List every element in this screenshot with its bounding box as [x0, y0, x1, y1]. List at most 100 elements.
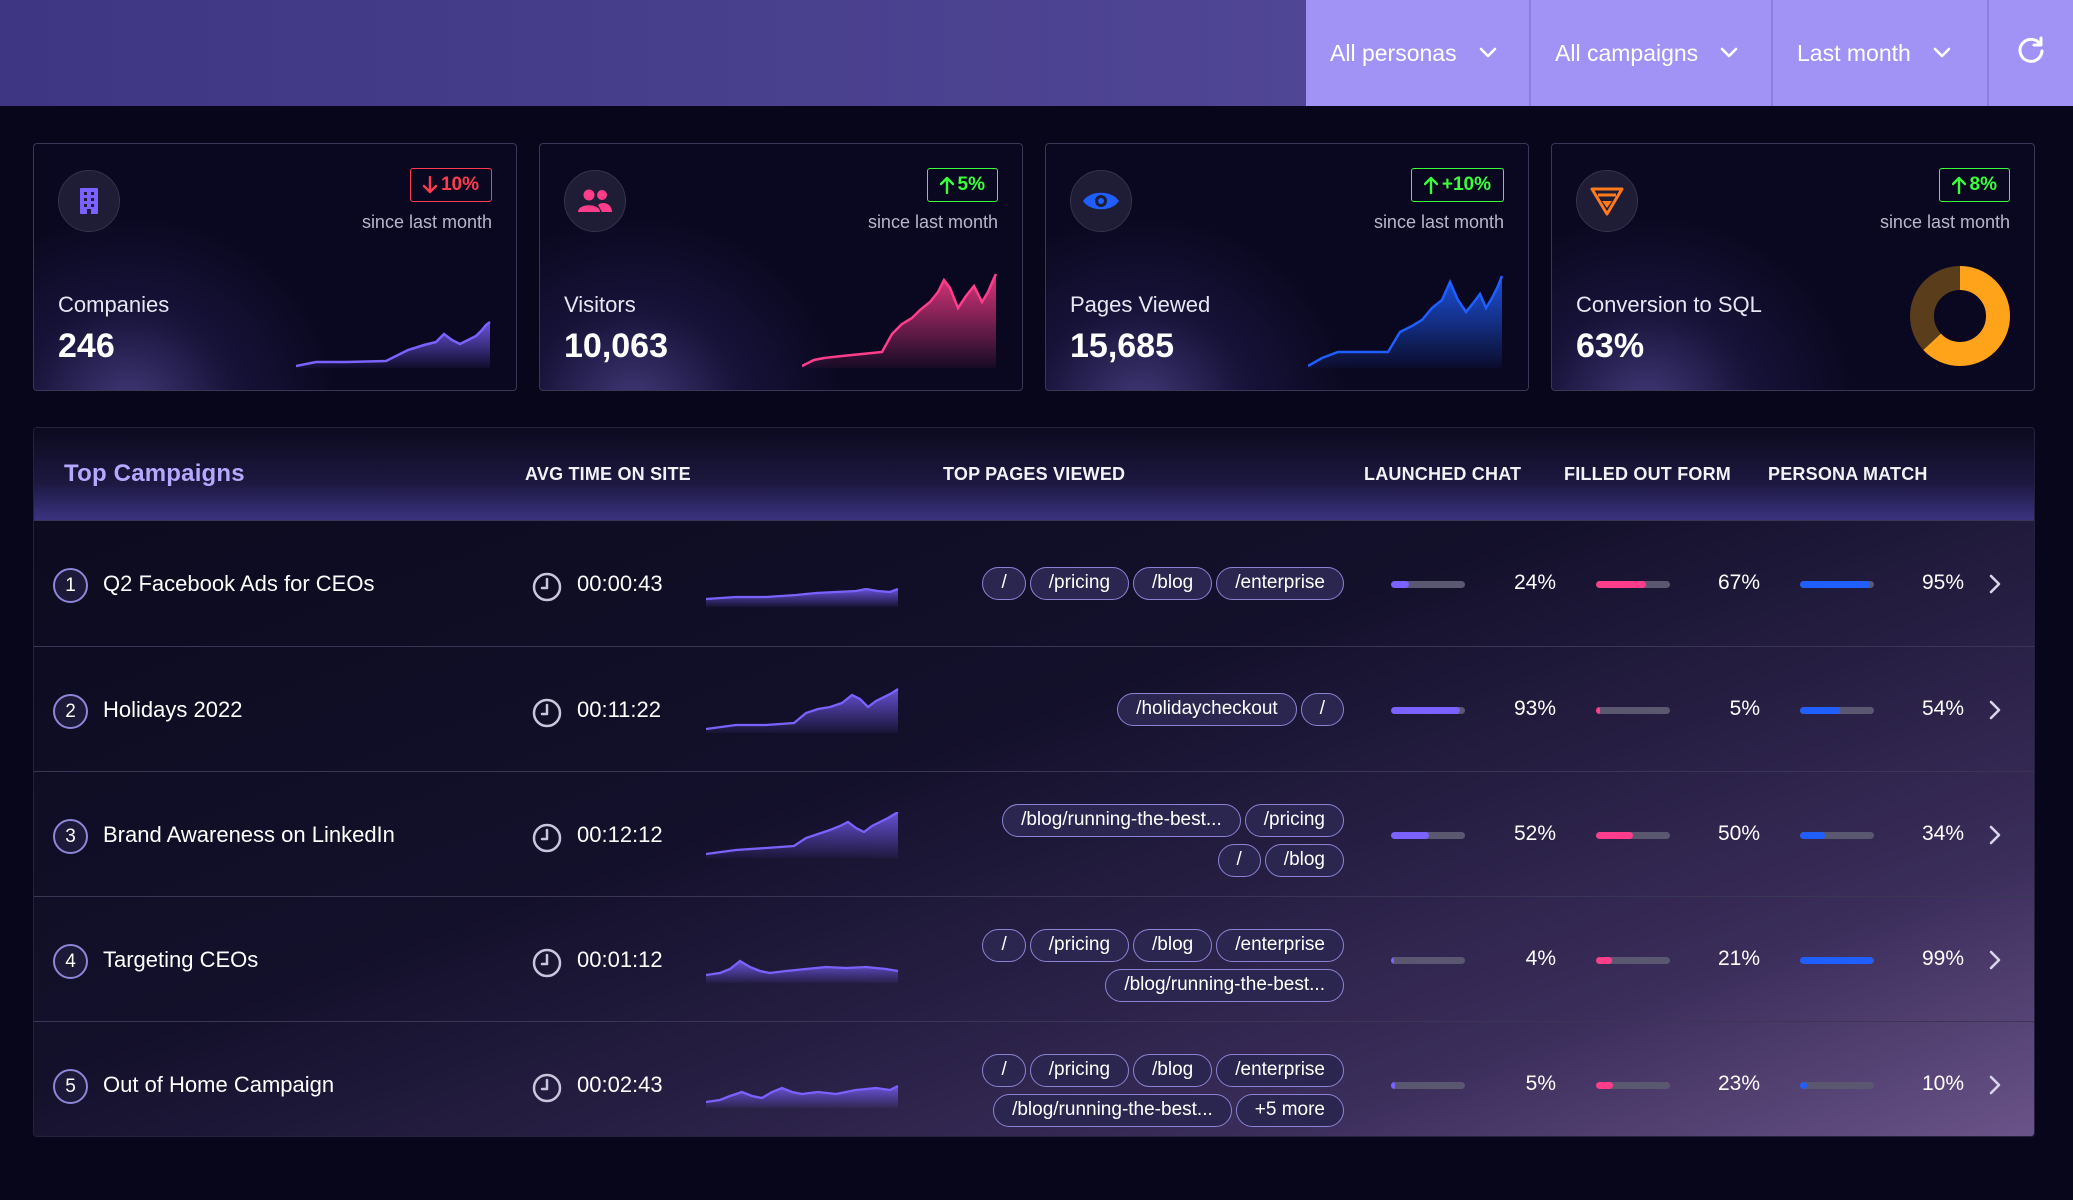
campaign-name[interactable]: Brand Awareness on LinkedIn [103, 822, 395, 847]
page-pill[interactable]: /blog/running-the-best... [993, 1094, 1232, 1127]
date-range-dropdown[interactable]: Last month [1771, 0, 1987, 106]
page-pill[interactable]: /blog [1133, 567, 1213, 600]
change-value: 5% [957, 174, 985, 195]
funnel-icon [1576, 170, 1638, 232]
top-campaigns-table: Top Campaigns AVG TIME ON SITE TOP PAGES… [33, 427, 2035, 1137]
persona-match-bar [1800, 1082, 1874, 1089]
pages-line: /blog/running-the-best... [596, 969, 1344, 1002]
page-pill[interactable]: /blog [1133, 929, 1213, 962]
refresh-button[interactable] [1987, 0, 2073, 106]
page-pill[interactable]: /blog [1264, 844, 1344, 877]
refresh-icon [2016, 35, 2046, 71]
card-value: 10,063 [564, 327, 668, 365]
campaign-name[interactable]: Targeting CEOs [103, 947, 259, 972]
pages-line: /blog/running-the-best.../pricing [596, 804, 1344, 837]
page-pill[interactable]: /pricing [1029, 929, 1130, 962]
since-label: since last month [361, 212, 492, 232]
table-row[interactable]: 5 Out of Home Campaign 00:02:43 //pricin… [34, 1021, 2034, 1136]
row-rank: 3 [53, 819, 88, 854]
chevron-right-icon[interactable] [1988, 1074, 2002, 1096]
filled-form-bar [1596, 957, 1670, 964]
campaign-name[interactable]: Out of Home Campaign [103, 1072, 335, 1097]
col-avg-time: AVG TIME ON SITE [525, 463, 691, 484]
change-value: +10% [1441, 174, 1491, 195]
filter-bar: All personas All campaigns Last month [1306, 0, 2073, 106]
users-icon [564, 170, 626, 232]
page-pill[interactable]: /pricing [1244, 804, 1344, 837]
time-sparkline [706, 812, 899, 858]
page-pill[interactable]: /blog [1133, 1054, 1213, 1087]
change-value: 8% [1969, 174, 1997, 195]
page-pill[interactable]: /blog/running-the-best... [1002, 804, 1241, 837]
page-pill[interactable]: / [982, 929, 1026, 962]
card-label: Conversion to SQL [1576, 292, 1762, 317]
avg-time-value: 00:02:43 [577, 1072, 663, 1097]
conversion-card: 8% since last month Conversion to SQL 63… [1551, 143, 2035, 391]
persona-match-bar [1800, 832, 1874, 839]
launched-chat-bar [1391, 1082, 1465, 1089]
filled-form-bar [1596, 832, 1670, 839]
page-pill[interactable]: /blog/running-the-best... [1105, 969, 1344, 1002]
donut-arc [1910, 266, 2010, 366]
persona-filter-dropdown[interactable]: All personas [1306, 0, 1529, 106]
date-range-label: Last month [1797, 39, 1911, 66]
clock-icon [532, 572, 562, 602]
page-pill[interactable]: /enterprise [1216, 567, 1344, 600]
row-rank: 4 [53, 944, 88, 979]
page-pill[interactable]: / [1300, 693, 1344, 726]
col-launched-chat: LAUNCHED CHAT [1364, 463, 1522, 484]
page-pill[interactable]: / [1217, 844, 1261, 877]
since-label: since last month [1373, 212, 1504, 232]
chevron-right-icon[interactable] [1988, 699, 2002, 721]
page-pill[interactable]: /pricing [1029, 567, 1130, 600]
chevron-down-icon [1479, 47, 1497, 59]
card-label: Pages Viewed [1070, 292, 1211, 317]
eye-icon [1070, 170, 1132, 232]
campaign-name[interactable]: Q2 Facebook Ads for CEOs [103, 571, 375, 596]
companies-card: 10% since last month Companies 246 [33, 143, 517, 391]
page-pill[interactable]: /holidaycheckout [1117, 693, 1297, 726]
time-sparkline [706, 959, 899, 983]
filled-form-bar [1596, 581, 1670, 588]
chevron-right-icon[interactable] [1988, 949, 2002, 971]
page-pill[interactable]: /pricing [1029, 1054, 1130, 1087]
filled-form-pct: 67% [1717, 571, 1760, 594]
persona-match-bar [1800, 957, 1874, 964]
page-pill[interactable]: /enterprise [1216, 929, 1344, 962]
filled-form-pct: 21% [1717, 947, 1760, 970]
arrow-up-icon [1423, 176, 1438, 194]
table-row[interactable]: 2 Holidays 2022 00:11:22 /holidaycheckou… [34, 646, 2034, 771]
page-pill[interactable]: / [982, 1054, 1026, 1087]
chevron-right-icon[interactable] [1988, 824, 2002, 846]
persona-match-pct: 54% [1921, 697, 1964, 720]
campaign-name[interactable]: Holidays 2022 [103, 697, 243, 722]
chevron-right-icon[interactable] [1988, 573, 2002, 595]
filled-form-pct: 50% [1717, 822, 1760, 845]
building-icon [58, 170, 120, 232]
table-title: Top Campaigns [64, 460, 245, 487]
card-value: 246 [58, 327, 115, 365]
table-row[interactable]: 3 Brand Awareness on LinkedIn 00:12:12 /… [34, 771, 2034, 896]
card-value: 15,685 [1070, 327, 1174, 365]
row-rank: 1 [53, 568, 88, 603]
table-header: Top Campaigns AVG TIME ON SITE TOP PAGES… [34, 428, 2034, 520]
persona-match-bar [1800, 581, 1874, 588]
launched-chat-bar [1391, 957, 1465, 964]
table-row[interactable]: 4 Targeting CEOs 00:01:12 //pricing/blog… [34, 896, 2034, 1021]
chevron-down-icon [1933, 47, 1951, 59]
visitors-sparkline [802, 273, 998, 368]
filled-form-pct: 23% [1717, 1072, 1760, 1095]
since-label: since last month [1879, 212, 2010, 232]
page-pill[interactable]: +5 more [1235, 1094, 1344, 1127]
table-row[interactable]: 1 Q2 Facebook Ads for CEOs 00:00:43 //pr… [34, 520, 2034, 645]
campaign-filter-dropdown[interactable]: All campaigns [1529, 0, 1771, 106]
page-pill[interactable]: / [982, 567, 1026, 600]
pages-line: //pricing/blog/enterprise [596, 929, 1344, 962]
clock-icon [532, 948, 562, 978]
pages-viewed-card: +10% since last month Pages Viewed 15,68… [1045, 143, 1529, 391]
col-persona-match: PERSONA MATCH [1768, 463, 1928, 484]
clock-icon [532, 698, 562, 728]
persona-filter-label: All personas [1330, 39, 1457, 66]
pages-line: //pricing/blog/enterprise [596, 567, 1344, 600]
page-pill[interactable]: /enterprise [1216, 1054, 1344, 1087]
